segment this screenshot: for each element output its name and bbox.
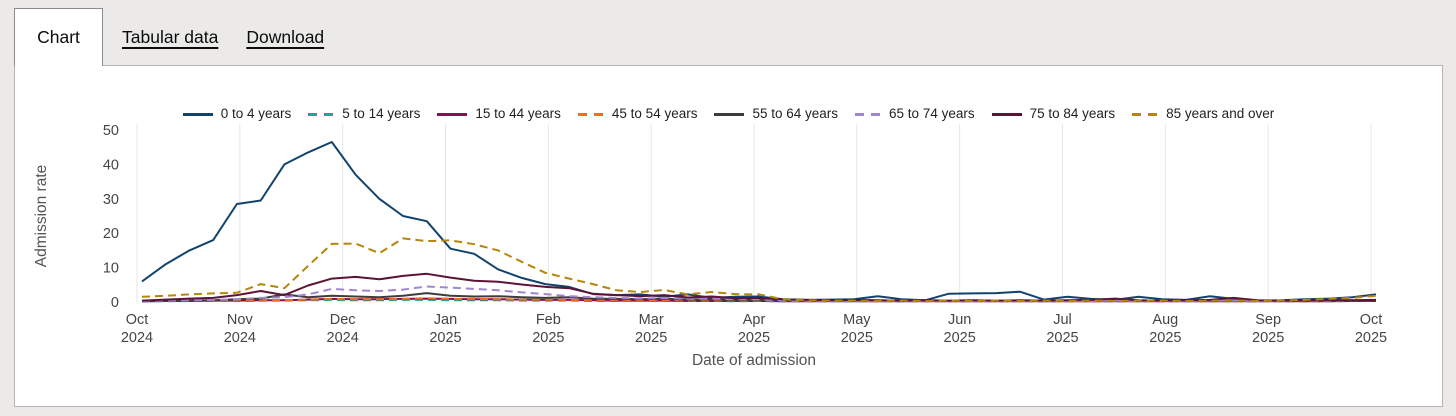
gridlines (136, 124, 1372, 302)
y-axis-tick-labels: 0 10 20 30 40 50 (103, 123, 119, 311)
legend-swatch-dashed-line (855, 112, 882, 116)
legend-swatch-dashed-line (308, 112, 335, 116)
legend-swatch-solid-line (991, 112, 1022, 116)
x-tick-label: Sep 2025 (1252, 312, 1284, 346)
y-tick-label: 0 (111, 295, 119, 311)
y-tick-label: 20 (103, 226, 119, 242)
legend-item: 15 to 44 years (437, 107, 561, 121)
chart-panel: 0 to 4 years 5 to 14 years 15 to 44 years 4… (14, 65, 1443, 407)
x-tick-label: Feb 2025 (532, 312, 564, 346)
legend-swatch-dashed-line (1132, 112, 1159, 116)
tab-chart-label: Chart (37, 27, 80, 47)
legend-item: 65 to 74 years (855, 107, 975, 121)
tab-tabular-data[interactable]: Tabular data (122, 26, 219, 47)
legend-label: 55 to 64 years (752, 106, 839, 122)
legend-item: 85 years and over (1132, 107, 1274, 121)
x-tick-label: Apr 2025 (738, 312, 770, 346)
y-tick-label: 40 (103, 157, 119, 173)
legend-swatch-solid-line (182, 112, 213, 116)
legend-swatch-solid-line (714, 112, 745, 116)
legend-label: 85 years and over (1166, 106, 1275, 122)
legend-item: 75 to 84 years (991, 106, 1116, 122)
admission-rate-chart: 0 10 20 30 40 50 Oct 2024 Nov 2024 Dec 2024 Jan 2025… (33, 123, 1387, 369)
x-tick-label: Mar 2025 (635, 312, 667, 346)
y-axis-title: Admission rate (33, 165, 50, 268)
series-line-0-to-4-years (141, 141, 1377, 302)
y-tick-label: 50 (103, 123, 119, 139)
series-line-75-to-84-years (141, 272, 1377, 302)
tab-download[interactable]: Download (246, 26, 325, 47)
x-tick-label: Jan 2025 (429, 312, 461, 346)
x-tick-label: Jun 2025 (944, 312, 976, 346)
chart-legend: 0 to 4 years 5 to 14 years 15 to 44 years 4… (15, 105, 1442, 123)
legend-item: 5 to 14 years (308, 107, 420, 121)
legend-label: 45 to 54 years (611, 106, 698, 122)
x-tick-label: Nov 2024 (224, 312, 256, 346)
x-tick-label: Jul 2025 (1046, 312, 1078, 346)
x-tick-label: Oct 2024 (121, 312, 153, 346)
legend-label: 75 to 84 years (1029, 106, 1116, 122)
legend-label: 65 to 74 years (889, 106, 975, 122)
x-axis-tick-labels: Oct 2024 Nov 2024 Dec 2024 Jan 2025 Feb 2025 Mar 20… (121, 312, 1387, 346)
tab-links: Tabular data Download (103, 8, 324, 66)
legend-label: 5 to 14 years (342, 106, 421, 122)
tab-chart[interactable]: Chart (14, 8, 103, 66)
legend-label: 15 to 44 years (475, 106, 561, 122)
legend-item: 0 to 4 years (182, 106, 292, 122)
legend-swatch-dashed-line (577, 112, 604, 116)
x-tick-label: Dec 2024 (327, 312, 359, 346)
series-lines (141, 141, 1377, 303)
legend-label: 0 to 4 years (220, 106, 292, 122)
legend-swatch-solid-line (437, 112, 468, 116)
legend-item: 45 to 54 years (577, 106, 698, 122)
tab-bar: Chart Tabular data Download (14, 8, 324, 66)
x-tick-label: Oct 2025 (1355, 312, 1387, 346)
x-tick-label: May 2025 (841, 312, 873, 346)
x-tick-label: Aug 2025 (1149, 312, 1181, 346)
y-tick-label: 30 (103, 192, 119, 208)
series-line-85-years-and-over (141, 237, 1377, 302)
legend-item: 55 to 64 years (714, 107, 838, 121)
x-axis-title: Date of admission (692, 352, 816, 369)
y-tick-label: 10 (103, 261, 119, 277)
